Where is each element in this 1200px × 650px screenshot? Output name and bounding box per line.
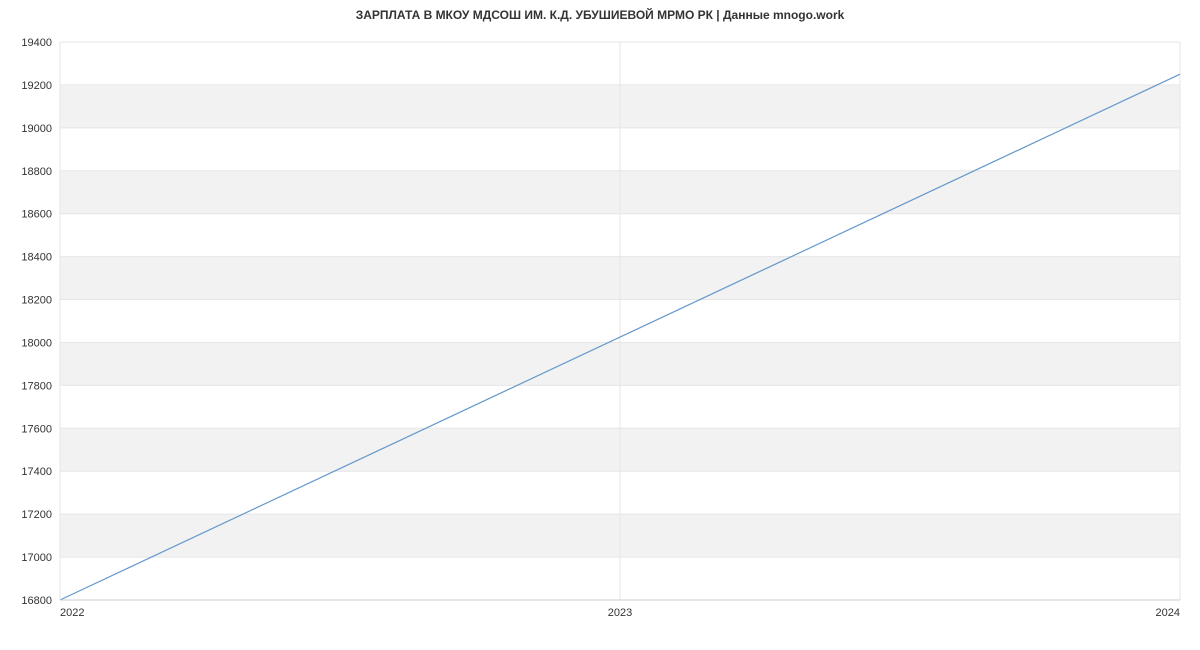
- chart-svg: 16800 17000 17200 17400 17600 17800 18000 18200…: [0, 0, 1200, 650]
- y-tick-label: 17000: [21, 552, 52, 564]
- y-tick-label: 17200: [21, 509, 52, 521]
- y-tick-label: 17400: [21, 466, 52, 478]
- y-tick-label: 19000: [21, 123, 52, 135]
- x-tick-label: 2023: [608, 607, 632, 619]
- y-tick-label: 19200: [21, 80, 52, 92]
- y-tick-label: 18200: [21, 295, 52, 307]
- line-chart: ЗАРПЛАТА В МКОУ МДСОШ ИМ. К.Д. УБУШИЕВОЙ…: [0, 0, 1200, 650]
- x-tick-label: 2022: [60, 607, 84, 619]
- y-tick-label: 17600: [21, 423, 52, 435]
- y-tick-label: 18000: [21, 337, 52, 349]
- y-tick-label: 18600: [21, 209, 52, 221]
- y-tick-label: 17800: [21, 380, 52, 392]
- x-tick-label: 2024: [1156, 607, 1180, 619]
- y-tick-label: 19400: [21, 37, 52, 49]
- y-tick-label: 18400: [21, 252, 52, 264]
- y-tick-label: 16800: [21, 595, 52, 607]
- y-tick-label: 18800: [21, 166, 52, 178]
